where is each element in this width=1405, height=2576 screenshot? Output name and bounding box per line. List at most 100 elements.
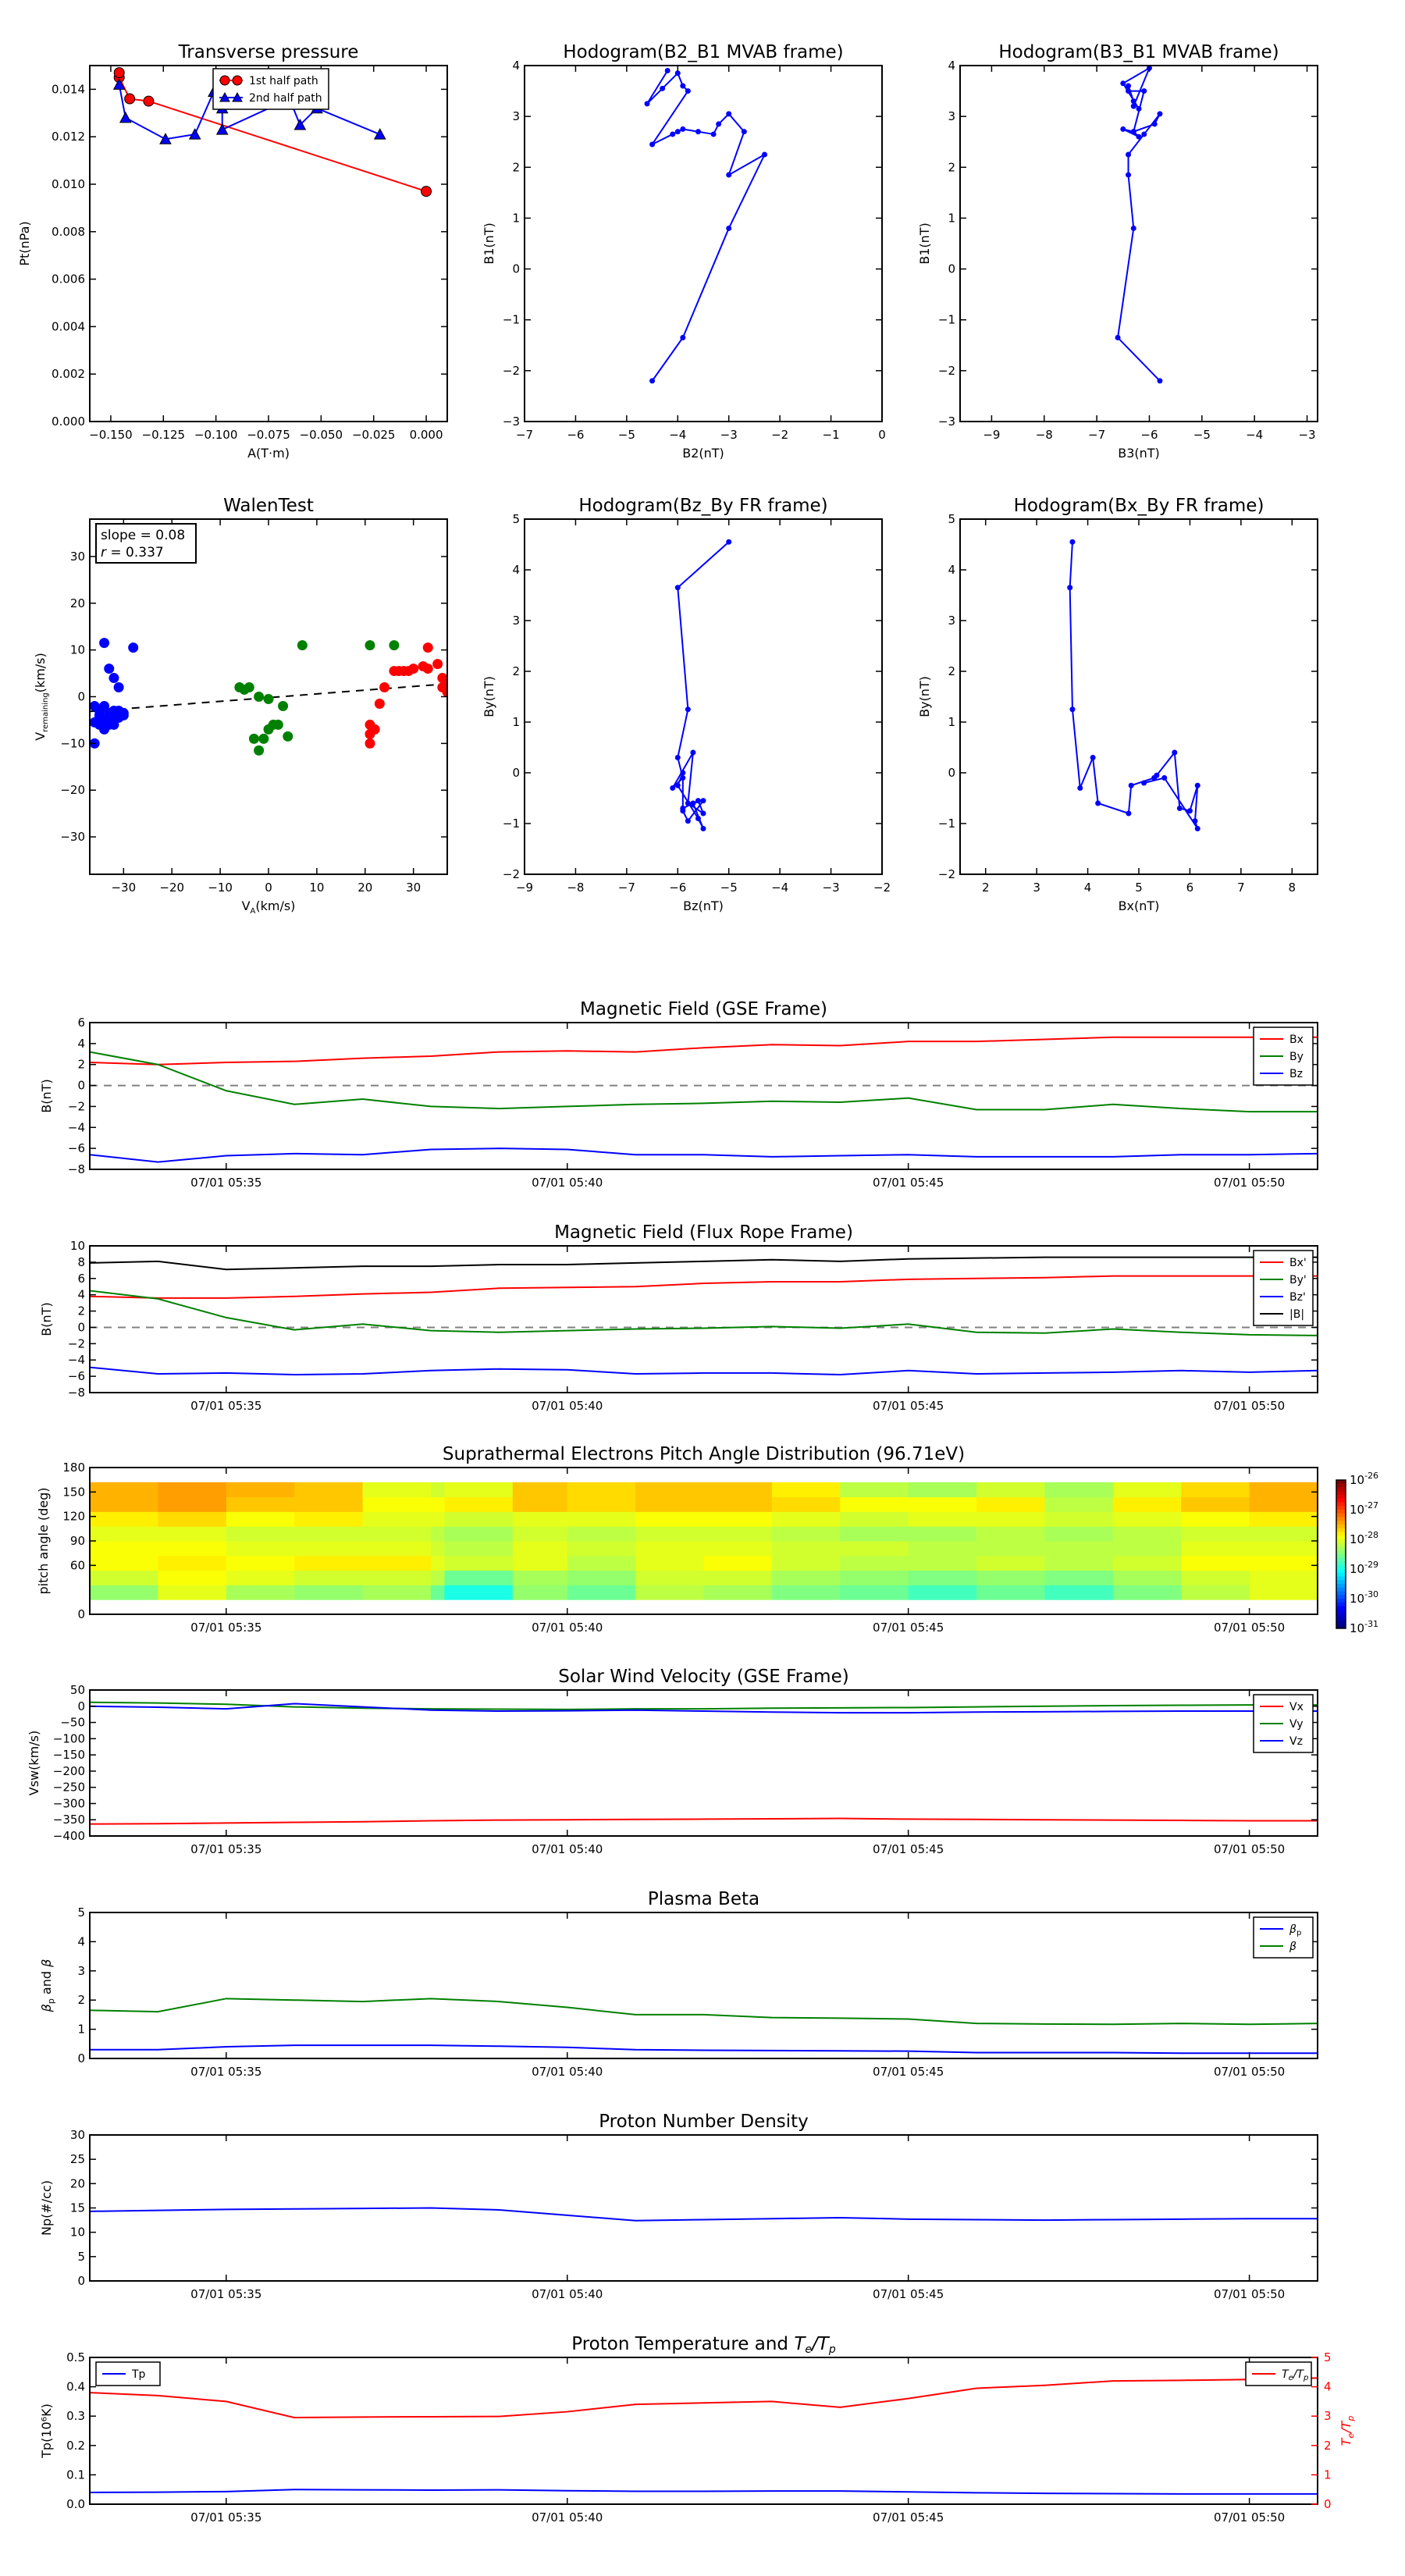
heatmap-cell <box>226 1511 295 1527</box>
heatmap-cell <box>512 1526 568 1542</box>
y-right-tick-label: 5 <box>1324 2350 1332 2364</box>
y-tick-label: 2 <box>512 160 520 174</box>
y-tick-label: 5 <box>512 512 520 526</box>
y-tick-label: −400 <box>53 1829 85 1843</box>
colorbar-swatch <box>1336 1576 1346 1581</box>
heatmap-cell <box>635 1526 704 1542</box>
heatmap-cell <box>908 1555 977 1571</box>
x-tick-label: −5 <box>720 881 738 895</box>
y-tick-label: −2 <box>503 364 520 378</box>
heatmap-cell <box>908 1526 977 1542</box>
colorbar-tick-label: 10-27 <box>1350 1500 1378 1517</box>
series-s0-line <box>671 541 730 829</box>
legend-label: Tp <box>131 2368 146 2381</box>
data-point <box>700 798 706 804</box>
heatmap-cell <box>1249 1555 1318 1571</box>
data-point <box>1136 105 1142 112</box>
data-point <box>700 826 706 831</box>
x-tick-label: −9 <box>516 881 533 895</box>
heatmap-cell <box>90 1555 158 1571</box>
plot-area <box>670 539 732 831</box>
annotation-r: r = 0.337 <box>101 545 164 560</box>
y-tick-label: 5 <box>77 2250 85 2264</box>
y-tick-label: 3 <box>512 109 520 123</box>
data-point <box>726 539 732 545</box>
colorbar-swatch <box>1336 1550 1346 1555</box>
y-tick-label: 0 <box>77 2051 85 2065</box>
x-tick-label: −5 <box>1193 428 1211 442</box>
y-tick-label: 0 <box>512 766 520 780</box>
heatmap-cell <box>1044 1511 1114 1527</box>
x-tick-label: −6 <box>669 881 686 895</box>
heatmap-cell <box>1044 1555 1114 1571</box>
heatmap-cell <box>771 1555 841 1571</box>
data-point <box>1194 826 1200 831</box>
x-tick-label: −6 <box>1140 428 1158 442</box>
y-tick-label: 5 <box>77 1905 85 1920</box>
x-tick-label: 07/01 05:35 <box>190 2510 261 2524</box>
data-point <box>1130 225 1136 231</box>
x-tick-label: 2 <box>982 881 990 895</box>
data-point <box>119 111 132 123</box>
y-tick-label: 10 <box>70 2226 85 2240</box>
x-tick-label: −0.125 <box>142 428 186 442</box>
chart-title: Proton Temperature and Te/Tp <box>571 2334 836 2356</box>
x-tick-label: −7 <box>516 428 533 442</box>
x-tick-label: 7 <box>1237 881 1245 895</box>
heatmap-cell <box>226 1555 295 1571</box>
colorbar-tick-label: 10-28 <box>1350 1530 1378 1546</box>
legend-label: β <box>1289 1941 1297 1953</box>
data-point <box>1115 335 1121 341</box>
x-tick-label: −0.025 <box>352 428 396 442</box>
heatmap-cell <box>1112 1482 1182 1498</box>
y-tick-label: 4 <box>77 1934 85 1948</box>
y-tick-label: −1 <box>938 817 955 831</box>
heatmap-cell <box>362 1555 432 1571</box>
legend-label: Vz <box>1289 1735 1303 1748</box>
heatmap-cell <box>976 1511 1045 1527</box>
x-tick-label: −8 <box>1036 428 1053 442</box>
data-point <box>1120 126 1126 132</box>
x-tick-label: −20 <box>159 881 184 895</box>
y-tick-label: 0 <box>77 1699 85 1713</box>
plot-area <box>90 1256 1318 1376</box>
x-tick-label: −1 <box>823 428 840 442</box>
heatmap-cell <box>703 1570 773 1585</box>
y-tick-label: 0 <box>948 262 955 276</box>
data-point <box>442 678 447 688</box>
heatmap-cell <box>703 1496 773 1512</box>
y-tick-label: −2 <box>503 867 520 881</box>
y-tick-label: −3 <box>503 415 520 429</box>
colorbar-swatch <box>1336 1487 1346 1492</box>
legend-label: By <box>1289 1051 1304 1063</box>
data-point <box>700 810 706 817</box>
data-point <box>1151 121 1158 127</box>
plot-area <box>644 68 768 384</box>
data-point <box>685 706 691 713</box>
y-tick-label: 0.012 <box>52 130 85 144</box>
data-point <box>695 129 701 135</box>
heatmap-cell <box>567 1526 636 1542</box>
heatmap-cell <box>771 1511 841 1527</box>
y-tick-label: −1 <box>503 313 520 327</box>
data-point <box>99 638 110 649</box>
heatmap-cell <box>976 1585 1045 1600</box>
x-axis-label: B3(nT) <box>1118 446 1160 461</box>
heatmap-cell <box>1181 1511 1250 1527</box>
y-tick-label: 4 <box>948 59 955 73</box>
heatmap-cell <box>512 1482 568 1498</box>
y-right-tick-label: 4 <box>1324 2380 1332 2394</box>
x-tick-label: −30 <box>111 881 136 895</box>
x-tick-label: −7 <box>618 881 635 895</box>
heatmap-cell <box>90 1511 158 1527</box>
series-by-line <box>90 1051 1318 1113</box>
data-point <box>113 67 125 79</box>
y-tick-label: 0.2 <box>66 2439 85 2453</box>
colorbar-swatch <box>1336 1621 1346 1625</box>
x-tick-label: 20 <box>357 881 372 895</box>
y-tick-label: 30 <box>70 550 85 564</box>
colorbar-swatch <box>1336 1614 1346 1618</box>
data-point <box>422 642 433 653</box>
data-point <box>1126 83 1132 89</box>
x-tick-label: −9 <box>983 428 1000 442</box>
